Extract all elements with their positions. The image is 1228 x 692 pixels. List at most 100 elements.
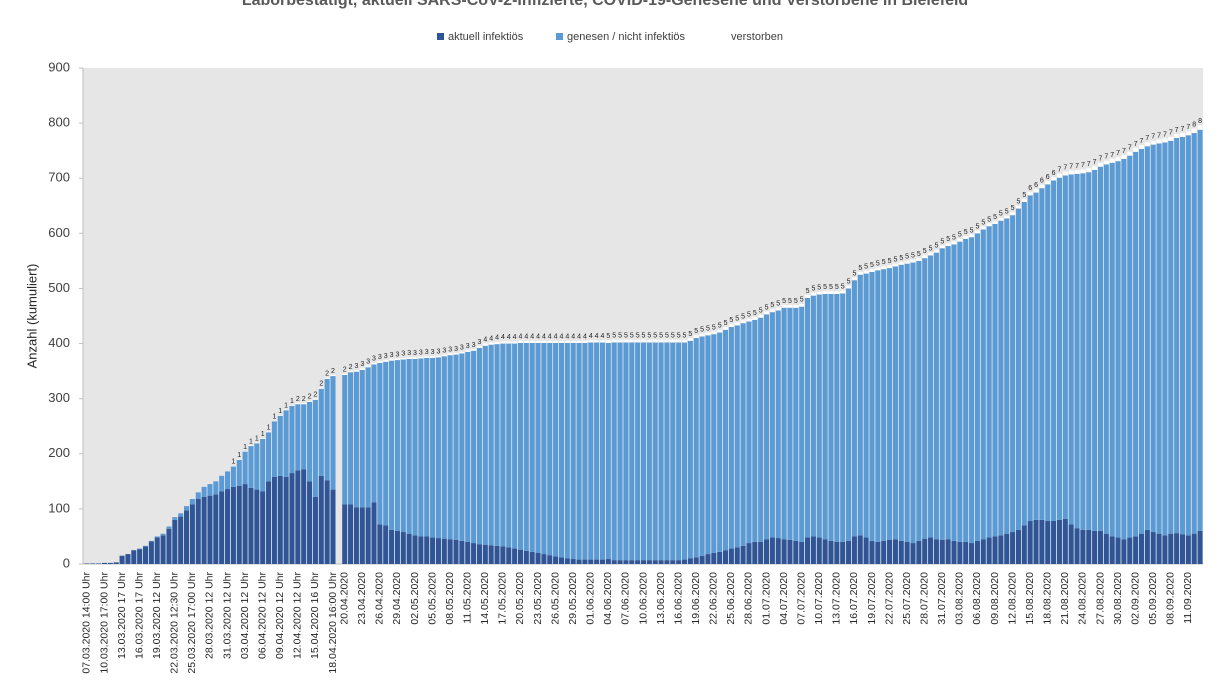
bar-segment: [1109, 158, 1115, 163]
bar-segment: [471, 543, 477, 564]
bar-segment: [353, 507, 359, 564]
data-label: 5: [606, 333, 610, 340]
data-label: 5: [776, 301, 780, 308]
data-label: 3: [372, 356, 376, 363]
bar-segment: [225, 489, 231, 564]
x-tick-label: 18.08.2020: [1042, 572, 1054, 625]
bar-segment: [1150, 144, 1156, 533]
bar-segment: [881, 266, 887, 270]
bar-segment: [1197, 530, 1203, 564]
bar-segment: [119, 555, 125, 564]
bar-segment: [535, 340, 541, 344]
data-label: 5: [806, 288, 810, 295]
data-label: 5: [624, 333, 628, 340]
x-tick-label: 04.07.2020: [778, 572, 790, 625]
data-label: 2: [319, 380, 323, 387]
legend-swatch: [720, 33, 727, 40]
data-label: 5: [741, 313, 745, 320]
y-tick-label: 800: [48, 115, 70, 130]
data-label: 5: [970, 227, 974, 234]
bar-segment: [125, 554, 131, 564]
bar-segment: [734, 325, 740, 548]
x-tick-label: 24.08.2020: [1077, 572, 1089, 625]
bar-segment: [998, 217, 1004, 221]
bar-segment: [1103, 164, 1109, 534]
bar-segment: [260, 438, 266, 439]
bar-segment: [1004, 215, 1010, 219]
data-label: 4: [489, 335, 493, 342]
bar-segment: [1097, 166, 1103, 531]
data-label: 3: [401, 351, 405, 358]
bar-segment: [389, 529, 395, 564]
bar-segment: [1121, 539, 1127, 564]
x-tick-label: 15.08.2020: [1024, 572, 1036, 625]
bar-segment: [910, 259, 916, 263]
data-label: 7: [1104, 153, 1108, 160]
bar-segment: [301, 404, 307, 470]
legend-label: genesen / nicht infektiös: [567, 31, 686, 43]
bar-segment: [928, 537, 934, 564]
data-label: 7: [1181, 126, 1185, 133]
bar-segment: [892, 263, 898, 267]
bar-segment: [1068, 174, 1074, 525]
bar-segment: [160, 535, 166, 564]
bar-segment: [658, 342, 664, 561]
data-label: 1: [255, 436, 259, 443]
x-tick-label: 16.03.2020 17 Uhr: [133, 571, 145, 658]
bar-segment: [769, 312, 775, 538]
data-label: 2: [296, 396, 300, 403]
bar-segment: [851, 280, 857, 537]
bar-segment: [1133, 151, 1139, 537]
bar-segment: [523, 340, 529, 344]
bar-segment: [705, 332, 711, 336]
bar-segment: [846, 288, 852, 541]
data-label: 7: [1145, 135, 1149, 142]
x-tick-label: 02.05.2020: [409, 572, 421, 625]
x-tick-label: 07.03.2020 14:00 Uhr: [81, 572, 93, 674]
bar-segment: [1010, 215, 1016, 533]
y-tick-label: 700: [48, 170, 70, 185]
bar-segment: [1062, 175, 1068, 519]
x-tick-label: 27.08.2020: [1094, 572, 1106, 625]
bar-segment: [986, 223, 992, 227]
x-tick-label: 12.08.2020: [1006, 572, 1018, 625]
data-label: 1: [231, 459, 235, 466]
bar-segment: [1174, 533, 1180, 564]
bar-segment: [1068, 524, 1074, 564]
data-label: 5: [993, 214, 997, 221]
bar-segment: [207, 484, 213, 496]
bar-segment: [1074, 528, 1080, 564]
bar-segment: [933, 249, 939, 253]
bar-segment: [394, 358, 400, 361]
bar-segment: [383, 361, 389, 526]
data-label: 2: [302, 396, 306, 403]
bar-segment: [1086, 529, 1092, 564]
bar-segment: [500, 546, 506, 564]
data-label: 1: [237, 452, 241, 459]
data-label: 6: [1028, 185, 1032, 192]
bar-segment: [248, 446, 254, 488]
data-label: 5: [893, 256, 897, 263]
bar-segment: [1074, 173, 1080, 529]
data-label: 3: [442, 347, 446, 354]
data-label: 3: [454, 346, 458, 353]
bar-segment: [734, 547, 740, 564]
bar-segment: [1097, 162, 1103, 167]
bar-segment: [887, 539, 893, 564]
data-label: 5: [612, 333, 616, 340]
bar-segment: [96, 563, 102, 564]
bar-segment: [834, 293, 840, 542]
bar-segment: [148, 541, 154, 564]
bar-segment: [1015, 529, 1021, 564]
bar-segment: [1010, 212, 1016, 216]
data-label: 7: [1099, 156, 1103, 163]
bar-segment: [693, 557, 699, 564]
bar-segment: [711, 334, 717, 553]
bar-segment: [1127, 151, 1133, 156]
bar-segment: [863, 270, 869, 274]
bar-segment: [289, 405, 295, 474]
data-label: 2: [313, 392, 317, 399]
data-label: 5: [630, 333, 634, 340]
bar-segment: [348, 371, 354, 373]
